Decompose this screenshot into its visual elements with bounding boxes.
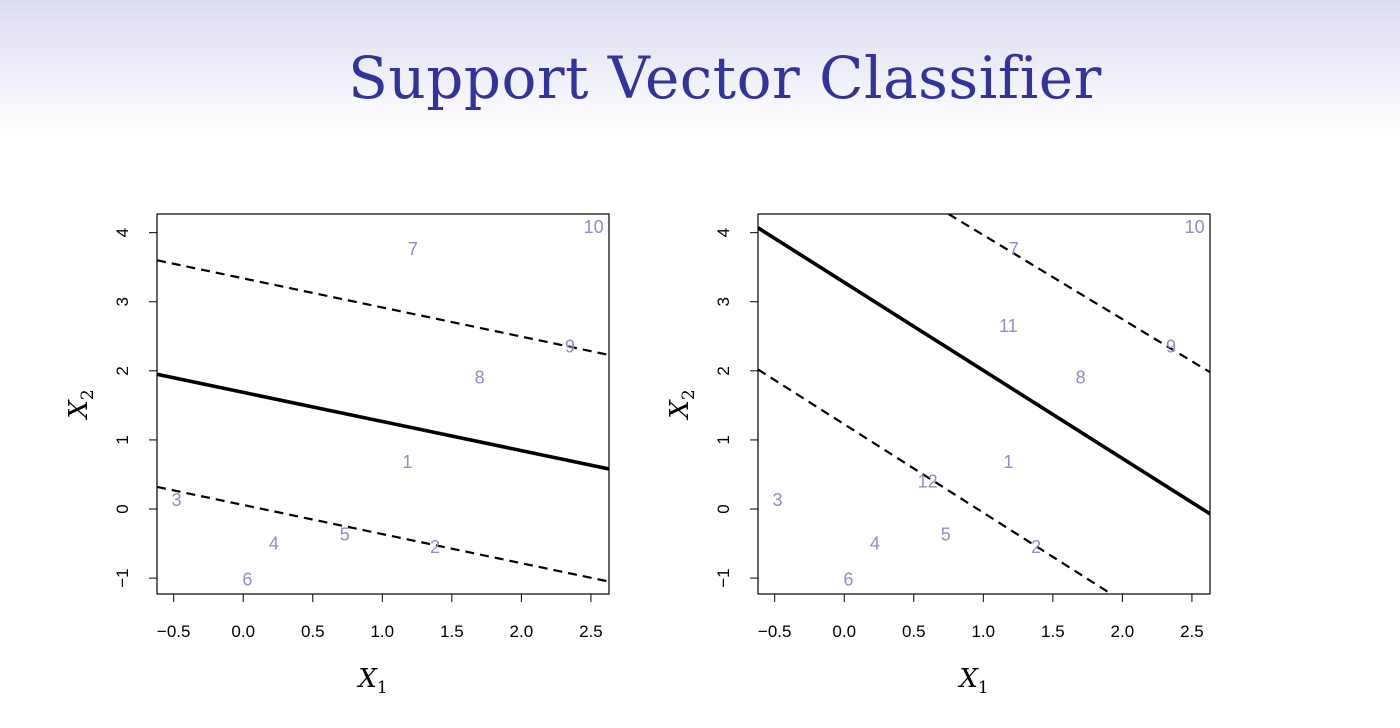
x-axis-title-main: X (957, 664, 979, 694)
point-label-4: 4 (870, 534, 880, 554)
margin-upper-line (157, 259, 609, 357)
y-tick-label: 4 (113, 228, 132, 237)
y-tick-label: 1 (714, 435, 733, 444)
margin-lower-line (157, 485, 609, 583)
y-tick-label: 0 (714, 504, 733, 513)
point-label-2: 2 (1031, 537, 1041, 557)
x-tick-label: 0.0 (231, 622, 255, 641)
x-tick-label: 0.5 (902, 622, 926, 641)
x-axis-title: X1 (957, 664, 988, 698)
y-axis-title: X2 (64, 389, 98, 420)
y-tick-label: 1 (113, 435, 132, 444)
x-axis-title-main: X (356, 664, 378, 694)
x-tick-label: 0.0 (832, 622, 856, 641)
x-tick-label: 0.5 (301, 622, 325, 641)
y-axis-title-sub: 2 (679, 389, 699, 400)
point-label-10: 10 (584, 217, 604, 237)
margin-lower-line (758, 368, 1112, 594)
decision-lines (758, 214, 1210, 594)
y-tick-label: 0 (113, 504, 132, 513)
point-label-1: 1 (1003, 452, 1013, 472)
point-label-7: 7 (408, 239, 418, 259)
y-tick-label: −1 (113, 568, 132, 587)
point-label-8: 8 (1076, 368, 1086, 388)
point-label-3: 3 (171, 490, 181, 510)
hyperplane-line (157, 372, 609, 471)
x-tick-label: 2.5 (1180, 622, 1204, 641)
x-tick-label: 1.5 (440, 622, 464, 641)
x-axis-title-sub: 1 (377, 678, 388, 698)
x-tick-label: 2.0 (1111, 622, 1135, 641)
x-axis-title: X1 (356, 664, 387, 698)
x-tick-label: −0.5 (157, 622, 191, 641)
x-tick-label: 1.0 (370, 622, 394, 641)
x-tick-label: 1.0 (971, 622, 995, 641)
x-axis-title-sub: 1 (978, 678, 989, 698)
y-axis-title: X2 (665, 389, 699, 420)
y-tick-label: 2 (113, 366, 132, 375)
point-label-6: 6 (843, 569, 853, 589)
point-label-8: 8 (475, 368, 485, 388)
x-tick-label: 1.5 (1041, 622, 1065, 641)
point-label-12: 12 (918, 471, 938, 491)
point-label-10: 10 (1185, 217, 1205, 237)
point-label-2: 2 (430, 537, 440, 557)
point-label-5: 5 (941, 525, 951, 545)
decision-lines (157, 259, 609, 583)
y-axis-title-sub: 2 (78, 389, 98, 400)
point-label-7: 7 (1009, 239, 1019, 259)
point-label-1: 1 (402, 452, 412, 472)
point-label-9: 9 (565, 337, 575, 357)
x-tick-label: 2.0 (510, 622, 534, 641)
point-label-4: 4 (269, 534, 279, 554)
point-label-6: 6 (242, 569, 252, 589)
x-tick-label: 2.5 (579, 622, 603, 641)
plot-frame (757, 213, 1211, 595)
y-tick-label: −1 (714, 568, 733, 587)
y-tick-label: 3 (714, 297, 733, 306)
point-label-5: 5 (340, 525, 350, 545)
point-label-9: 9 (1166, 337, 1176, 357)
point-label-3: 3 (772, 490, 782, 510)
y-axis-title-main: X (665, 399, 695, 421)
y-axis-title-main: X (64, 399, 94, 421)
y-tick-label: 2 (714, 366, 733, 375)
x-tick-label: −0.5 (758, 622, 792, 641)
slide-title: Support Vector Classifier (348, 44, 1102, 112)
plot-frame (156, 213, 610, 595)
point-label-11: 11 (999, 316, 1018, 336)
y-tick-label: 3 (113, 297, 132, 306)
margin-upper-line (947, 214, 1210, 374)
y-tick-label: 4 (714, 228, 733, 237)
hyperplane-line (758, 226, 1210, 516)
